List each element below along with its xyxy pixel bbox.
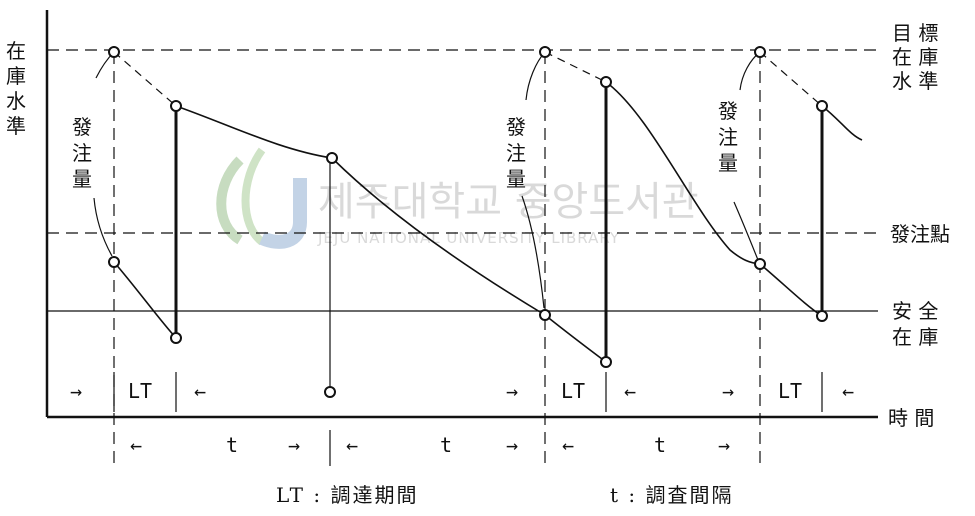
t1-arrow-left: ← (130, 433, 142, 457)
safety-label-line-2: 在 庫 (892, 325, 938, 349)
marker-min-2 (600, 356, 612, 368)
markers (108, 46, 828, 398)
safety-stock-label: 安 全 在 庫 (892, 299, 938, 349)
marker-mid-bottom (324, 386, 336, 398)
y-label-char-1: 在 (6, 39, 26, 63)
interval-row: ← t → ← t → ← t → (130, 433, 730, 457)
order-pointer-3b (733, 201, 759, 261)
t2-arrow-right: → (506, 433, 518, 457)
legend-t: t : 調査間隔 (610, 483, 734, 507)
t1-arrow-right: → (288, 433, 300, 457)
t3-arrow-left: ← (562, 433, 574, 457)
oq3-char-1: 發 (718, 99, 738, 123)
marker-receipt-1 (170, 100, 182, 112)
legend-lt: LT : 調達期間 (276, 483, 418, 507)
oq2-char-2: 注 (506, 141, 526, 165)
lt2-label: LT (561, 379, 585, 403)
marker-review-3 (754, 258, 766, 270)
oq1-char-2: 注 (72, 141, 92, 165)
y-label-char-4: 準 (6, 114, 26, 138)
t2-label: t (440, 433, 452, 457)
marker-receipt-2 (600, 76, 612, 88)
order-pointer-1b (93, 197, 113, 257)
marker-receipt-3 (816, 100, 828, 112)
watermark: 제주대학교 중앙도서관 JEJU NATIONAL UNIVERSITY LIB… (216, 147, 699, 249)
order-dash-3 (759, 51, 823, 107)
target-label-line-1: 目 標 (892, 21, 938, 45)
target-label-line-3: 水 準 (892, 69, 938, 93)
order-qty-label-2: 發 注 量 (506, 115, 526, 191)
inventory-curve-4 (544, 314, 607, 363)
lt1-arrow-out: ← (194, 379, 206, 403)
order-pointer-2a (525, 51, 546, 101)
oq2-char-1: 發 (506, 115, 526, 139)
inventory-curve-3 (331, 157, 546, 316)
inventory-curve-1 (113, 261, 177, 339)
order-qty-label-1: 發 注 量 (72, 115, 92, 191)
y-label-char-2: 庫 (6, 64, 26, 88)
marker-review-2 (539, 309, 551, 321)
oq3-char-3: 量 (718, 151, 738, 175)
order-pointer-2b (521, 195, 545, 309)
oq1-char-3: 量 (72, 167, 92, 191)
t3-label: t (654, 433, 666, 457)
target-label-line-2: 在 庫 (892, 45, 938, 69)
marker-order-2 (539, 46, 551, 58)
inventory-curve-6 (759, 263, 823, 317)
marker-min-3 (816, 310, 828, 322)
oq2-char-3: 量 (506, 167, 526, 191)
lt3-label: LT (778, 379, 802, 403)
oq1-char-1: 發 (72, 115, 92, 139)
inventory-curve-tail (821, 105, 863, 141)
lead-time-row: → LT ← → LT ← → LT ← (70, 379, 854, 403)
order-dash-1 (113, 51, 177, 107)
marker-min-1 (170, 332, 182, 344)
lt2-arrow-out: ← (624, 379, 636, 403)
t1-label: t (226, 433, 238, 457)
lt2-arrow-in: → (506, 379, 518, 403)
x-axis-label: 時 間 (888, 406, 934, 430)
t3-arrow-right: → (718, 433, 730, 457)
safety-label-line-1: 安 全 (892, 299, 938, 323)
y-label-char-3: 水 (6, 89, 26, 113)
lt3-arrow-out: ← (842, 379, 854, 403)
order-qty-label-3: 發 注 量 (718, 99, 738, 175)
inventory-curve-5 (605, 81, 761, 265)
marker-review-1 (108, 256, 120, 268)
oq3-char-2: 注 (718, 125, 738, 149)
t2-arrow-left: ← (346, 433, 358, 457)
target-level-label: 目 標 在 庫 水 準 (892, 21, 938, 93)
y-axis-label: 在 庫 水 準 (6, 39, 26, 138)
reorder-point-label: 發注點 (890, 222, 950, 246)
library-logo-icon (216, 147, 307, 249)
inventory-curve-2 (175, 105, 333, 159)
lt3-arrow-in: → (722, 379, 734, 403)
order-dash-2 (544, 51, 607, 83)
marker-order-3 (754, 46, 766, 58)
order-pointer-3a (739, 51, 761, 91)
lt1-label: LT (128, 379, 152, 403)
lt1-arrow-in: → (70, 379, 82, 403)
marker-order-1 (108, 46, 120, 58)
watermark-english: JEJU NATIONAL UNIVERSITY LIBRARY (317, 229, 620, 247)
marker-mid-top (326, 152, 338, 164)
